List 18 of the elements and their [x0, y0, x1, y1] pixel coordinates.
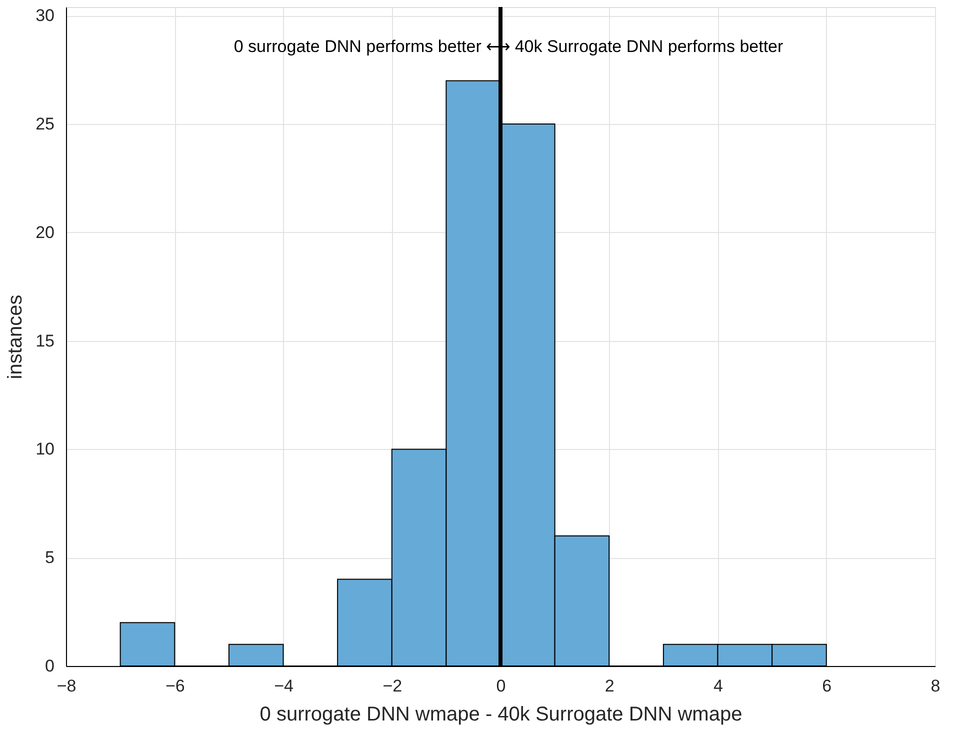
y-tick-label: 20: [36, 222, 54, 242]
x-tick-label: 4: [714, 676, 723, 696]
y-axis-title: instances: [4, 294, 27, 380]
x-tick-label: −8: [56, 676, 76, 696]
y-tick-label: 25: [36, 114, 54, 134]
x-tick-label: −4: [274, 676, 294, 696]
y-tick-label: 30: [36, 6, 54, 26]
x-axis-title: 0 surrogate DNN wmape - 40k Surrogate DNN wmape: [260, 704, 742, 726]
y-tick-label: 15: [36, 331, 54, 350]
y-tick-label: 10: [36, 440, 54, 459]
x-tick-label: −6: [165, 676, 185, 696]
x-tick-label: 6: [822, 676, 832, 696]
x-tick-label: 0: [496, 676, 506, 696]
x-tick-label: 8: [930, 676, 940, 696]
x-tick-label: −2: [382, 676, 402, 696]
y-tick-label: 5: [45, 548, 54, 568]
x-tick-label: 2: [604, 676, 614, 696]
y-tick-label: 0: [45, 656, 54, 676]
